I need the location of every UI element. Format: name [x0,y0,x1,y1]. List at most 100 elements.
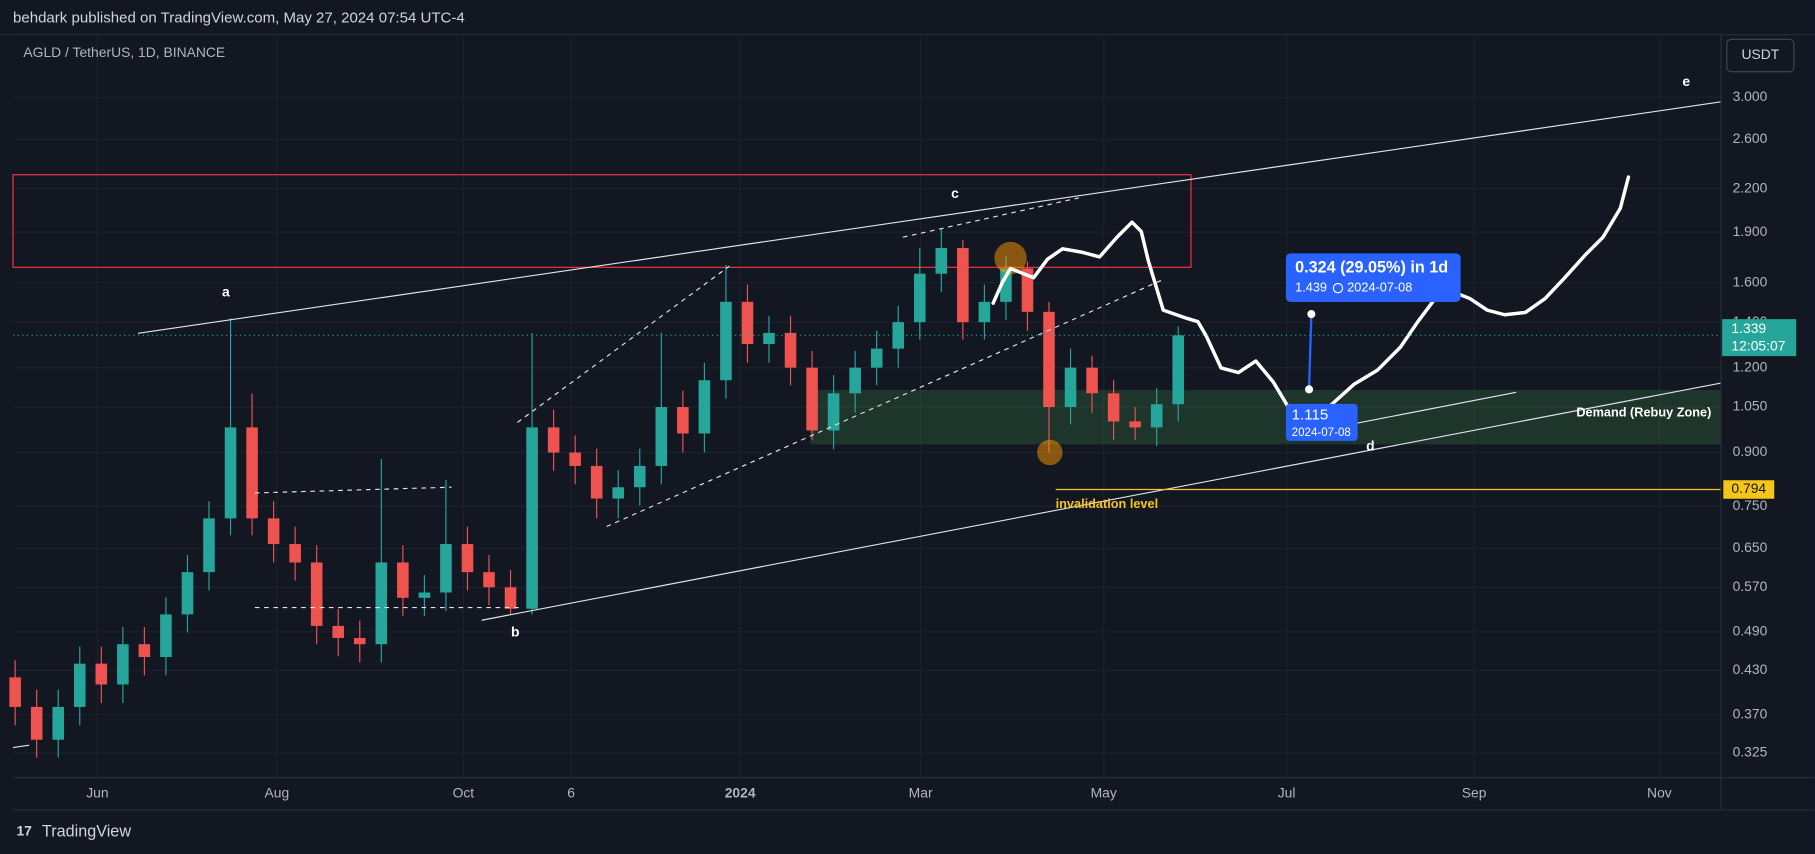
candle-body [224,427,237,519]
brand: 17 TradingView [16,822,131,840]
start-date: 2024-07-08 [1292,427,1351,439]
candle-body [375,562,388,645]
supply-box [12,174,1192,268]
candle-body [440,544,452,593]
y-tick-label: 0.370 [1733,705,1768,721]
overlay: invalidation level 0.324 (29.05%) in 1d 1.… [12,253,1721,511]
y-tick-label: 0.570 [1733,578,1768,594]
candle-body [267,518,280,545]
candle-body [547,427,560,453]
candle-body [913,273,926,323]
projection-start [1304,385,1314,394]
candle-body [461,544,474,573]
candle-body [1107,393,1120,422]
candle-body [590,465,603,499]
zone-label: Demand (Rebuy Zone) [1576,404,1711,419]
highlight-circle [1037,439,1063,466]
x-tick-label: May [1091,784,1117,800]
trend-line [137,101,1722,334]
publish-header: behdark published on TradingView.com, Ma… [13,9,465,26]
candle-body [633,465,646,488]
candle-body [612,487,625,499]
demand-zone [810,389,1721,445]
candle-body [655,407,668,466]
measure-box [1285,253,1461,303]
y-tick-label: 1.050 [1733,398,1768,414]
candle-body [849,367,861,394]
candle-body [353,637,366,645]
symbol-title: AGLD / TetherUS, 1D, BINANCE [23,44,225,60]
y-tick-label: 0.750 [1733,497,1768,513]
start-box [1285,403,1358,441]
y-tick-label: 0.490 [1733,623,1768,639]
wave-label: c [951,185,959,201]
invalidation-tag-label: 0.794 [1731,480,1766,496]
grid [12,38,1721,778]
candle-body [397,562,409,598]
candle-body [95,663,108,685]
candle-body [1043,311,1055,408]
projection-path [991,175,1631,425]
candle-body [763,332,775,345]
clock-icon [1332,282,1344,294]
measure-change: 0.324 (29.05%) in 1d [1295,259,1448,277]
candle-body [203,518,215,573]
candle-body [504,587,517,609]
x-tick-label: Aug [264,784,289,800]
candle-body [1000,268,1012,302]
currency-button[interactable] [1726,38,1795,73]
candle-body [1172,335,1185,405]
y-tick-label: 0.900 [1733,443,1768,459]
x-tick-label: Sep [1462,784,1487,800]
trend-line [1330,391,1517,429]
channel-line [517,265,730,423]
candle-body [289,544,301,563]
invalidation-tag [1723,480,1775,499]
candle-body [73,663,86,707]
x-tick-label: Oct [453,784,475,800]
candle-body [418,592,431,598]
start-price: 1.115 [1292,406,1328,423]
candle-body [935,248,948,274]
x-tick-label: Nov [1647,784,1672,800]
candle-body [138,644,151,658]
candle-body [246,427,258,519]
candle-body [1150,404,1163,428]
x-tick-label: Jun [86,784,108,800]
candle-body [9,677,21,707]
candle-body [1021,268,1034,312]
candle-body [332,625,345,638]
last-price-label: 1.339 [1731,320,1766,336]
brand-name: TradingView [42,822,131,840]
projection-end [1307,310,1316,319]
candle-body [720,301,732,381]
invalidation-label: invalidation level [1056,496,1159,511]
candle-body [310,562,323,626]
last-price-tag [1722,319,1797,357]
candle-body [30,706,43,740]
x-tick-label: Mar [909,784,933,800]
candle-body [957,248,969,323]
wave-label: d [1366,437,1374,453]
y-tick-label: 1.600 [1733,273,1768,289]
candle-body [483,572,495,588]
y-tick-label: 1.900 [1733,223,1768,239]
trend-line [481,382,1722,621]
currency-label: USDT [1741,46,1779,62]
x-tick-label: 6 [567,784,575,800]
trend-line [12,744,30,749]
y-tick-label: 0.650 [1733,539,1768,555]
candle-body [741,301,754,345]
candles [9,228,1185,758]
candle-body [870,348,883,368]
x-tick-label: 2024 [725,784,756,800]
drawings [12,101,1722,749]
highlight-circle [994,241,1027,275]
candle-body [1064,367,1077,408]
candle-body [117,644,129,685]
axes: 3.0002.6002.2001.9001.6001.4001.2001.050… [86,88,1797,800]
y-tick-label: 2.200 [1733,180,1768,196]
candle-body [181,572,194,615]
y-tick-label: 0.325 [1733,744,1768,760]
